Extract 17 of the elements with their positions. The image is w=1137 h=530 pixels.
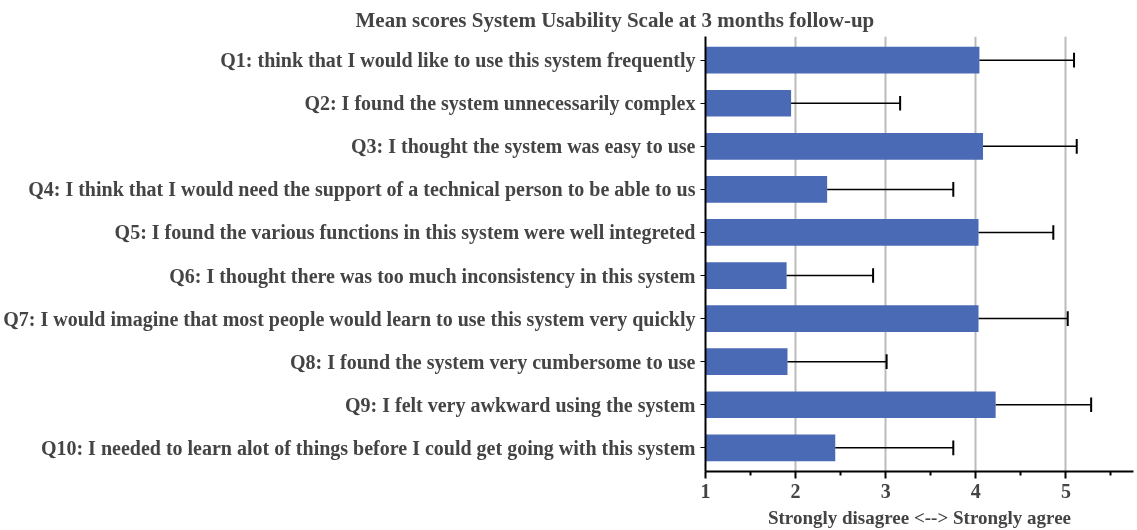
y-tick-label: Q3: I thought the system was easy to use: [351, 135, 696, 159]
x-tick-label: 3: [880, 479, 891, 502]
x-tick-label: 4: [970, 479, 981, 502]
y-tick-label: Q4: I think that I would need the support of a technical person to be able to us: [28, 178, 696, 202]
y-tick-label: Q9: I felt very awkward using the system: [344, 393, 696, 417]
x-tick-label: 1: [700, 479, 711, 502]
x-tick-label: 2: [790, 479, 801, 502]
y-tick-label: Q5: I found the various functions in this system were well integreted: [114, 221, 696, 245]
x-axis-title: Strongly disagree <--> Strongly agree: [767, 506, 1072, 528]
y-tick-label: Q7: I would imagine that most people would learn to use this system very quickly: [3, 307, 696, 331]
y-tick-label: Q10: I needed to learn alot of things before I could get going with this system: [40, 436, 696, 460]
y-tick-label: Q1: think that I would like to use this system frequently: [220, 49, 696, 73]
chart-title: Mean scores System Usability Scale at 3 months follow-up: [355, 7, 875, 32]
x-tick-label: 5: [1060, 479, 1071, 502]
y-tick-label: Q2: I found the system unnecessarily complex: [304, 92, 696, 116]
y-tick-label: Q8: I found the system very cumbersome to use: [289, 350, 696, 374]
y-tick-label: Q6: I thought there was too much inconsistency in this system: [169, 264, 696, 288]
